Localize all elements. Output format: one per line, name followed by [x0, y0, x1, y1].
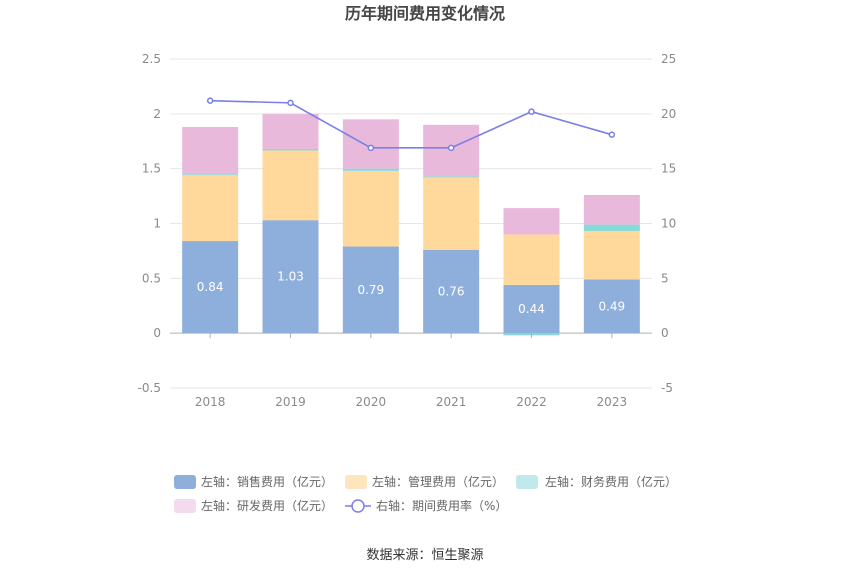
chart-title: 历年期间费用变化情况: [345, 4, 505, 23]
legend-label-rnd: 左轴：研发费用（亿元）: [201, 498, 333, 513]
legend-swatch-finance: [516, 475, 538, 489]
bar-segment: [342, 170, 399, 247]
rate-point: [287, 99, 294, 107]
legend-swatch-sales: [174, 475, 196, 489]
bar-segment: [262, 220, 319, 334]
data-source: 数据来源：恒生聚源: [366, 548, 483, 563]
bar-segment: [342, 168, 399, 171]
legend-label-finance: 左轴：财务费用（亿元）: [545, 474, 677, 489]
bar-value-label: 0.49: [598, 299, 625, 313]
legend-item-finance[interactable]: 左轴：财务费用（亿元）: [516, 474, 677, 489]
bar-segment: [423, 177, 480, 250]
bar-value-label: 0.79: [357, 283, 384, 297]
grid: [170, 58, 652, 389]
bar-value-label: 0.84: [197, 280, 224, 294]
rate-point: [206, 97, 214, 104]
legend-item-rnd[interactable]: 左轴：研发费用（亿元）: [174, 498, 333, 513]
bar-segment: [262, 148, 319, 221]
bar-segment: [182, 175, 239, 242]
right-axis: 25 20 15 10 5 0 -5: [661, 52, 676, 395]
rate-point: [367, 144, 375, 152]
legend-swatch-rnd: [174, 499, 196, 513]
legend-item-management[interactable]: 左轴：管理费用（亿元）: [345, 474, 504, 489]
right-tick-label: -5: [661, 381, 673, 395]
bar-value-label: 1.03: [277, 270, 304, 284]
bar-segment: [503, 284, 560, 334]
bar-segment: [503, 234, 560, 285]
bar-segment: [583, 224, 640, 232]
legend-swatch-management: [345, 475, 367, 489]
bar-segment: [182, 126, 239, 175]
right-tick-label: 10: [661, 217, 676, 231]
bar-segment: [342, 246, 399, 334]
right-tick-label: 20: [661, 107, 676, 121]
right-tick-label: 0: [661, 326, 669, 340]
legend: 左轴：销售费用（亿元） 左轴：管理费用（亿元） 左轴：财务费用（亿元） 左轴：研…: [174, 474, 677, 513]
bar-segment: [182, 174, 239, 176]
bar-segment: [423, 176, 480, 178]
x-tick-label: 2021: [436, 395, 467, 409]
left-tick-label: -0.5: [138, 381, 161, 395]
legend-label-rate: 右轴：期间费用率（%）: [376, 498, 507, 513]
left-tick-label: 1.5: [142, 162, 161, 176]
legend-item-sales[interactable]: 左轴：销售费用（亿元）: [174, 474, 333, 489]
bar-value-label: 0.44: [518, 302, 545, 316]
left-axis: 2.5 2 1.5 1 0.5 0 -0.5: [138, 52, 161, 395]
x-axis: 2018 2019 2020 2021 2022 2023: [195, 333, 627, 409]
bar-segment: [423, 249, 480, 334]
bar-segment: [583, 231, 640, 280]
bars: [182, 113, 640, 336]
right-tick-label: 15: [661, 162, 676, 176]
bar-value-label: 0.76: [438, 284, 465, 298]
bar-segment: [182, 241, 239, 334]
left-tick-label: 0.5: [142, 271, 161, 285]
legend-item-rate[interactable]: 右轴：期间费用率（%）: [345, 498, 507, 513]
rate-point: [608, 131, 616, 138]
left-tick-label: 0: [153, 326, 161, 340]
x-tick-label: 2018: [195, 395, 226, 409]
legend-label-sales: 左轴：销售费用（亿元）: [201, 474, 333, 489]
rate-point: [447, 144, 455, 152]
bar-labels: 0.84 1.03 0.79 0.76 0.44 0.49: [197, 270, 625, 316]
rate-point: [528, 108, 535, 115]
left-tick-label: 2: [153, 107, 161, 121]
bar-segment: [342, 119, 399, 169]
x-tick-label: 2023: [597, 395, 628, 409]
legend-marker-rate: [351, 499, 365, 513]
x-tick-label: 2020: [356, 395, 387, 409]
bar-segment: [262, 148, 319, 151]
right-tick-label: 25: [661, 52, 676, 66]
bar-segment: [583, 194, 640, 225]
rate-line-path: [210, 99, 613, 149]
left-tick-label: 2.5: [142, 52, 161, 66]
bar-segment: [503, 208, 560, 235]
rate-line: [206, 97, 616, 152]
right-tick-label: 5: [661, 271, 669, 285]
bar-segment: [583, 279, 640, 334]
bar-segment: [262, 113, 319, 149]
legend-label-management: 左轴：管理费用（亿元）: [372, 474, 504, 489]
x-tick-label: 2019: [275, 395, 306, 409]
x-tick-label: 2022: [516, 395, 547, 409]
left-tick-label: 1: [153, 217, 161, 231]
